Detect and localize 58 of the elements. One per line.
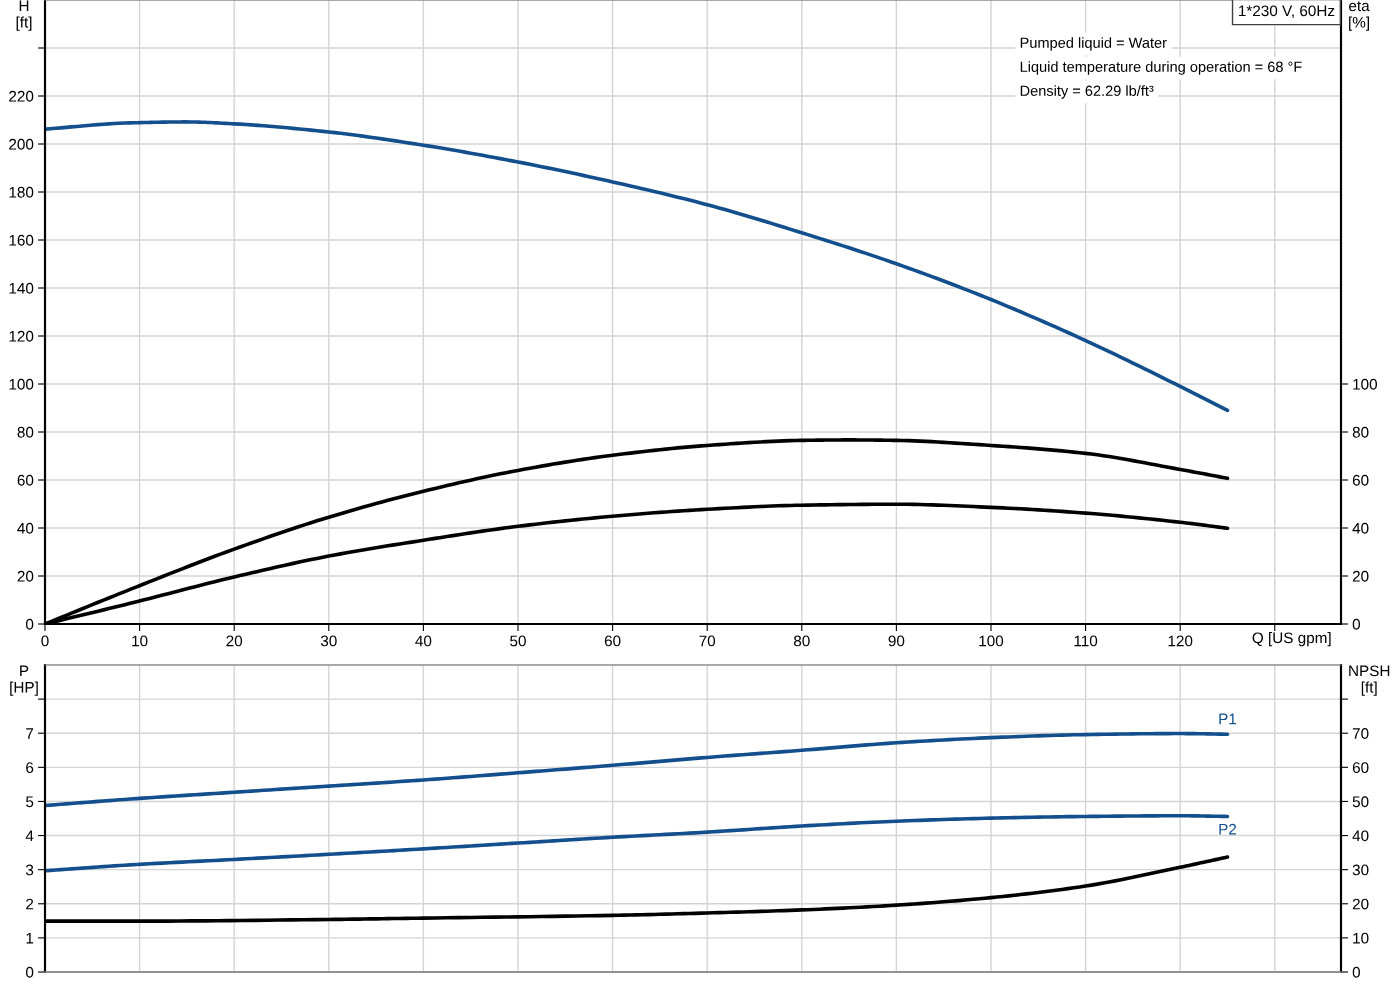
y-tick-label: 180 bbox=[9, 186, 34, 198]
y2-axis-title: eta [%] bbox=[1349, 1, 1370, 31]
y-tick-label: 4 bbox=[25, 830, 34, 842]
x-tick-label: 0 bbox=[41, 635, 49, 647]
x-tick-label: 100 bbox=[979, 635, 1004, 647]
y-tick-label: 3 bbox=[25, 864, 34, 876]
x-axis-title: Q [US gpm] bbox=[1252, 632, 1331, 647]
y2-tick-label: 50 bbox=[1352, 796, 1369, 808]
y-tick-label: 5 bbox=[26, 796, 34, 808]
y-tick-label: 120 bbox=[9, 330, 34, 342]
y2-axis-title: NPSH [ft] bbox=[1349, 665, 1390, 696]
chart-title: 1*230 V, 60Hz bbox=[1239, 5, 1335, 19]
y-tick-label: 220 bbox=[9, 90, 34, 102]
y2-tick-label: 40 bbox=[1352, 522, 1369, 534]
y2-tick-label: 10 bbox=[1353, 932, 1369, 944]
y2-tick-label: 0 bbox=[1352, 966, 1361, 978]
y-tick-label: 160 bbox=[9, 234, 34, 246]
y-tick-label: 0 bbox=[25, 966, 34, 978]
annotation: Pumped liquid = Water bbox=[1020, 37, 1167, 51]
y2-tick-label: 100 bbox=[1353, 378, 1377, 390]
y-tick-label: 60 bbox=[17, 474, 34, 486]
y-tick-label: 6 bbox=[26, 762, 34, 774]
y-tick-label: 100 bbox=[9, 378, 34, 390]
annotation: Liquid temperature during operation = 68 °F bbox=[1020, 61, 1302, 75]
annotation: Density = 62.29 lb/ft³ bbox=[1020, 85, 1154, 99]
y-tick-label: 2 bbox=[26, 898, 34, 910]
x-tick-label: 20 bbox=[226, 635, 243, 647]
y-tick-label: 0 bbox=[25, 618, 34, 630]
x-tick-label: 50 bbox=[510, 635, 526, 647]
x-tick-label: 120 bbox=[1168, 635, 1193, 647]
y2-tick-label: 80 bbox=[1352, 426, 1369, 438]
x-tick-label: 70 bbox=[699, 635, 716, 647]
x-tick-label: 30 bbox=[320, 635, 337, 647]
y-tick-label: 7 bbox=[26, 728, 34, 739]
y2-tick-label: 20 bbox=[1352, 570, 1369, 582]
y-tick-label: 1 bbox=[26, 932, 34, 944]
y2-tick-label: 70 bbox=[1352, 728, 1369, 739]
y-tick-label: 200 bbox=[9, 138, 34, 150]
series-label: P2 bbox=[1219, 823, 1237, 835]
y2-tick-label: 30 bbox=[1352, 864, 1369, 876]
y-axis-title: P [HP] bbox=[10, 665, 38, 696]
y-tick-label: 40 bbox=[17, 522, 34, 534]
y2-tick-label: 60 bbox=[1352, 474, 1369, 486]
y-tick-label: 20 bbox=[17, 570, 34, 582]
y2-tick-label: 40 bbox=[1352, 830, 1369, 842]
x-tick-label: 90 bbox=[888, 635, 905, 647]
y-tick-label: 80 bbox=[17, 426, 34, 438]
x-tick-label: 10 bbox=[132, 635, 148, 647]
y-axis-title: H [ft] bbox=[16, 0, 32, 31]
series-label: P1 bbox=[1219, 713, 1237, 725]
y-tick-label: 140 bbox=[9, 282, 34, 294]
y2-tick-label: 0 bbox=[1352, 618, 1361, 630]
x-tick-label: 110 bbox=[1074, 635, 1098, 647]
x-tick-label: 60 bbox=[604, 635, 621, 647]
y2-tick-label: 60 bbox=[1352, 762, 1369, 774]
x-tick-label: 80 bbox=[793, 635, 810, 647]
x-tick-label: 40 bbox=[415, 635, 432, 647]
y2-tick-label: 20 bbox=[1352, 898, 1369, 910]
